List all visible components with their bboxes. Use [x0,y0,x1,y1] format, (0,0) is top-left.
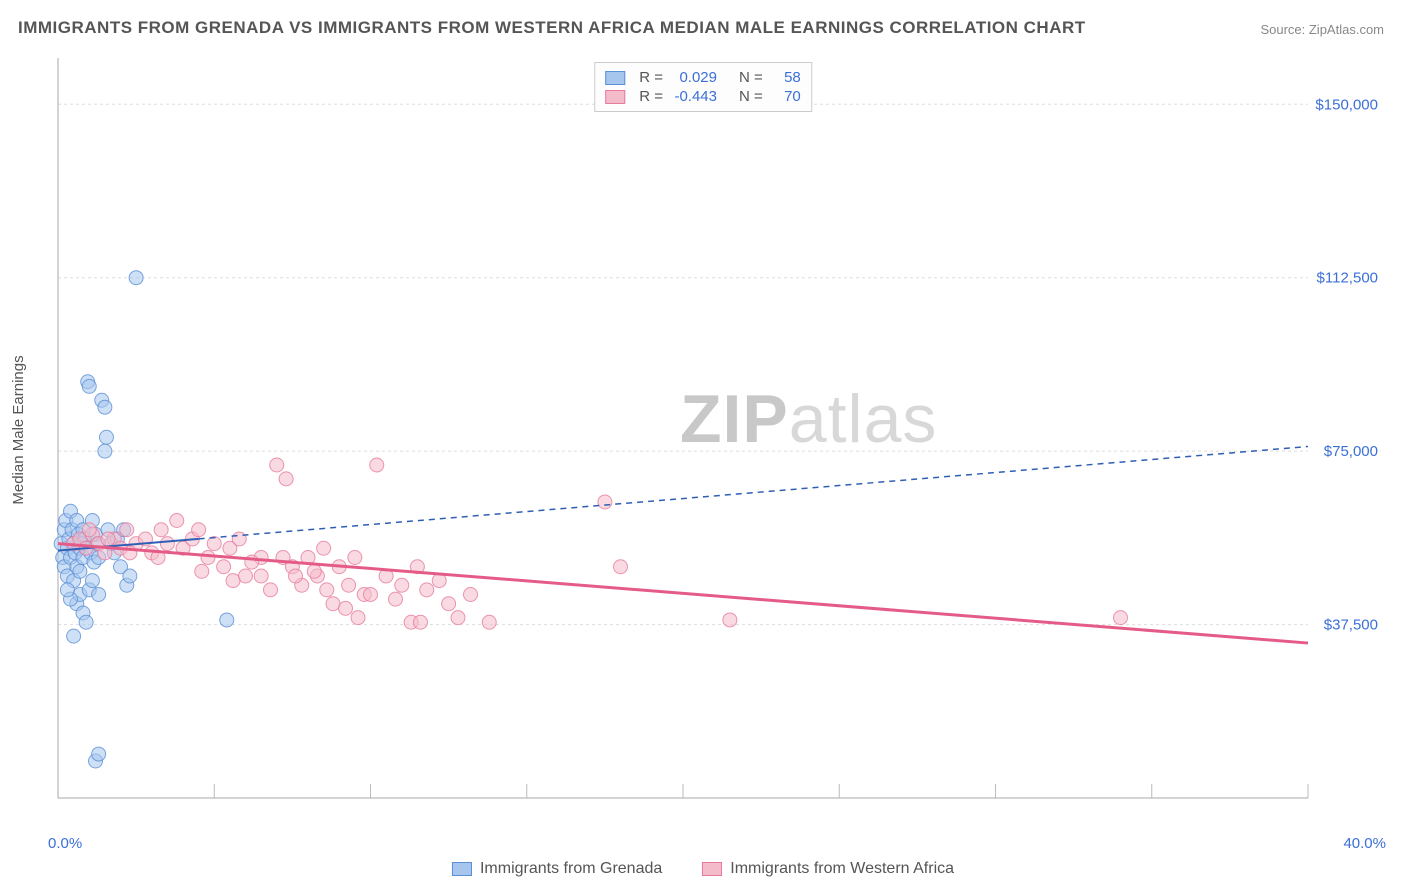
n-value: 70 [771,88,801,105]
legend-row: R = 0.029 N = 58 [605,69,801,86]
x-axis-max-label: 40.0% [1343,835,1386,852]
legend-label: Immigrants from Western Africa [730,860,954,878]
svg-text:$37,500: $37,500 [1324,617,1378,634]
r-label: R = [639,69,663,86]
legend-label: Immigrants from Grenada [480,860,662,878]
r-value: 0.029 [671,69,717,86]
r-label: R = [639,88,663,105]
chart-title: IMMIGRANTS FROM GRENADA VS IMMIGRANTS FR… [18,18,1086,38]
chart-area: $37,500 $75,000 $112,500 $150,000 [48,58,1388,838]
n-label: N = [739,69,763,86]
x-axis-min-label: 0.0% [48,835,82,852]
y-axis-label: Median Male Earnings [10,281,27,430]
scatter-chart-svg: $37,500 $75,000 $112,500 $150,000 [48,58,1388,838]
legend-swatch [605,90,625,104]
legend-item: Immigrants from Grenada [452,860,662,878]
svg-text:$150,000: $150,000 [1315,96,1378,113]
series-legend: Immigrants from Grenada Immigrants from W… [452,860,954,878]
legend-swatch [605,71,625,85]
legend-row: R = -0.443 N = 70 [605,88,801,105]
n-value: 58 [771,69,801,86]
legend-swatch [452,862,472,876]
correlation-legend: R = 0.029 N = 58 R = -0.443 N = 70 [594,62,812,112]
legend-item: Immigrants from Western Africa [702,860,954,878]
r-value: -0.443 [671,88,717,105]
n-label: N = [739,88,763,105]
svg-text:$112,500: $112,500 [1317,270,1378,287]
legend-swatch [702,862,722,876]
svg-text:$75,000: $75,000 [1324,443,1378,460]
source-label: Source: ZipAtlas.com [1260,22,1384,37]
